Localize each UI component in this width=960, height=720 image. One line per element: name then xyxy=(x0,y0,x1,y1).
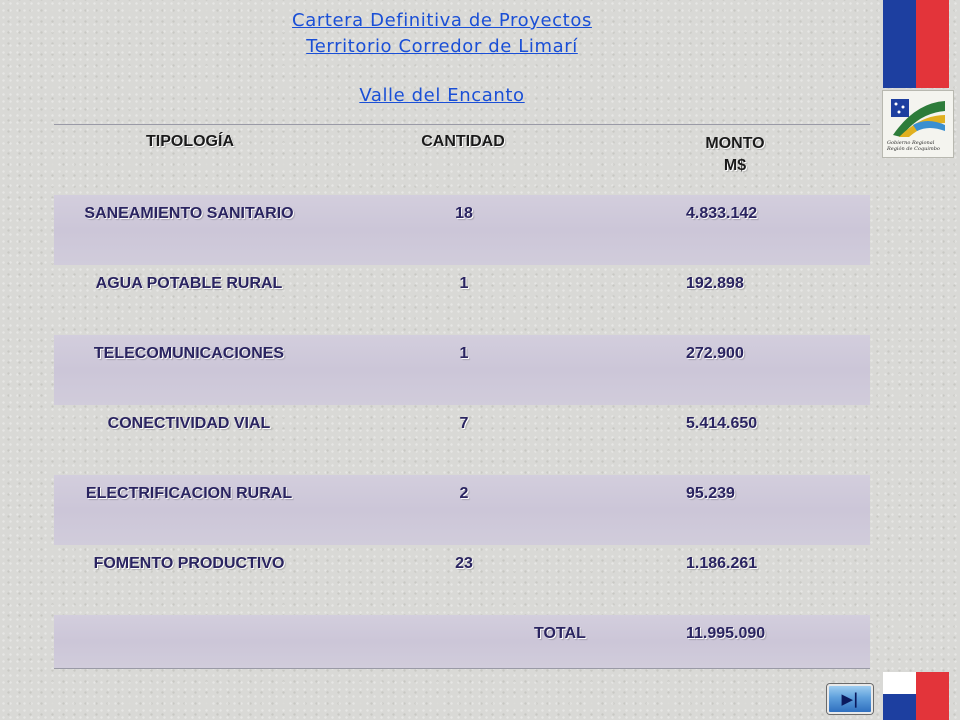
table-total-row: TOTAL 11.995.090 xyxy=(54,615,870,668)
row-monto: 192.898 xyxy=(686,275,744,292)
header-tipologia: TIPOLOGÍA xyxy=(146,133,234,150)
row-monto: 95.239 xyxy=(686,485,735,502)
header-monto: MONTO M$ xyxy=(690,133,780,177)
total-label: TOTAL xyxy=(534,625,586,642)
row-monto: 272.900 xyxy=(686,345,744,362)
row-tipologia: FOMENTO PRODUCTIVO xyxy=(93,555,285,572)
row-tipologia: CONECTIVIDAD VIAL xyxy=(107,415,271,432)
row-monto: 1.186.261 xyxy=(686,555,758,572)
title-line-1: Cartera Definitiva de Proyectos xyxy=(292,10,592,31)
logo-text-line-2: Región de Coquimbo xyxy=(887,146,940,152)
logo-text-line-1: Gobierno Regional xyxy=(887,140,935,146)
flag-strip-top xyxy=(883,0,949,88)
subtitle: Valle del Encanto xyxy=(359,85,525,106)
row-cantidad: 7 xyxy=(459,415,469,432)
row-tipologia: SANEAMIENTO SANITARIO xyxy=(84,205,294,222)
flag-strip-bottom xyxy=(883,672,949,720)
table-row: ELECTRIFICACION RURAL 2 95.239 xyxy=(54,475,870,545)
table-row: SANEAMIENTO SANITARIO 18 4.833.142 xyxy=(54,195,870,265)
row-cantidad: 23 xyxy=(455,555,473,572)
row-tipologia: AGUA POTABLE RURAL xyxy=(95,275,283,292)
total-value: 11.995.090 xyxy=(686,625,766,642)
row-cantidad: 1 xyxy=(459,275,469,292)
header-cantidad: CANTIDAD xyxy=(421,133,505,150)
row-monto: 4.833.142 xyxy=(686,205,758,222)
next-slide-button[interactable]: ▶| xyxy=(827,684,873,714)
table-row: FOMENTO PRODUCTIVO 23 1.186.261 xyxy=(54,545,870,615)
row-tipologia: TELECOMUNICACIONES xyxy=(93,345,285,362)
title-line-2: Territorio Corredor de Limarí xyxy=(306,36,578,57)
projects-table: TIPOLOGÍA CANTIDAD MONTO M$ SANEAMIENTO … xyxy=(54,124,870,669)
row-tipologia: ELECTRIFICACION RURAL xyxy=(85,485,293,502)
row-monto: 5.414.650 xyxy=(686,415,758,432)
table-row: AGUA POTABLE RURAL 1 192.898 xyxy=(54,265,870,335)
row-cantidad: 18 xyxy=(455,205,473,222)
row-cantidad: 2 xyxy=(459,485,469,502)
table-row: TELECOMUNICACIONES 1 272.900 xyxy=(54,335,870,405)
table-row: CONECTIVIDAD VIAL 7 5.414.650 xyxy=(54,405,870,475)
header-monto-unit: M$ xyxy=(723,157,747,174)
table-header-row: TIPOLOGÍA CANTIDAD MONTO M$ xyxy=(54,125,870,195)
header-monto-label: MONTO xyxy=(705,135,765,152)
row-cantidad: 1 xyxy=(459,345,469,362)
logo-emblem xyxy=(891,99,945,137)
skip-forward-icon: ▶| xyxy=(841,690,859,708)
gobierno-regional-logo: Gobierno Regional Región de Coquimbo xyxy=(882,90,954,158)
